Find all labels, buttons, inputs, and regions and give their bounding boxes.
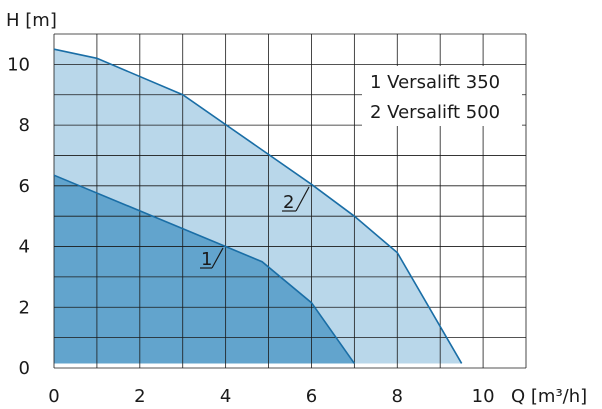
line-series-1 bbox=[53, 174, 356, 364]
curve-label-2: 2 bbox=[282, 186, 310, 213]
y-tick-label: 2 bbox=[19, 297, 30, 318]
x-tick-label: 2 bbox=[134, 386, 145, 407]
y-tick-label: 4 bbox=[19, 237, 30, 258]
x-axis-title: Q [m³/h] bbox=[511, 386, 587, 407]
curve-label-2-text: 2 bbox=[283, 192, 294, 213]
x-tick-labels: 0 2 4 6 8 10 bbox=[48, 386, 494, 407]
x-tick-label: 4 bbox=[220, 386, 231, 407]
curve-areas bbox=[54, 49, 462, 364]
curve-label-1-text: 1 bbox=[201, 249, 212, 270]
x-tick-label: 6 bbox=[306, 386, 317, 407]
curve-lines bbox=[53, 48, 463, 364]
x-tick-label: 8 bbox=[392, 386, 403, 407]
y-tick-label: 0 bbox=[19, 358, 30, 379]
legend-entry-2: 2 Versalift 500 bbox=[370, 102, 500, 123]
x-tick-label: 0 bbox=[48, 386, 59, 407]
y-tick-label: 6 bbox=[19, 176, 30, 197]
curve-label-1-leader bbox=[211, 247, 224, 269]
legend-box bbox=[362, 66, 522, 126]
legend-entry-1: 1 Versalift 350 bbox=[370, 72, 500, 93]
area-series-1 bbox=[54, 175, 355, 364]
y-tick-labels: 0 2 4 6 8 10 bbox=[7, 54, 30, 379]
y-tick-label: 8 bbox=[19, 115, 30, 136]
y-axis-title: H [m] bbox=[6, 10, 57, 31]
y-tick-label: 10 bbox=[7, 54, 30, 75]
curve-label-1: 1 bbox=[200, 247, 224, 270]
line-series-2 bbox=[53, 48, 463, 364]
x-tick-label: 10 bbox=[472, 386, 495, 407]
curve-label-2-leader bbox=[295, 186, 310, 212]
